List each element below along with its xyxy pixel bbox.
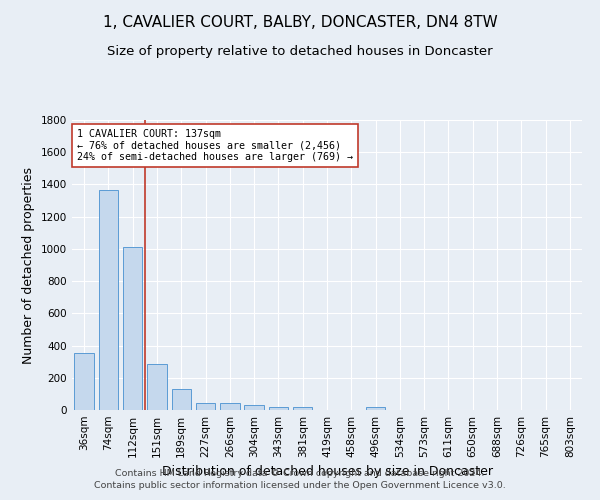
Bar [172, 389, 191, 410]
Text: 1, CAVALIER COURT, BALBY, DONCASTER, DN4 8TW: 1, CAVALIER COURT, BALBY, DONCASTER, DN4… [103, 15, 497, 30]
Bar [74, 353, 94, 410]
Bar [147, 364, 167, 410]
Bar [220, 403, 239, 410]
Bar [123, 248, 142, 410]
Bar [244, 405, 264, 410]
Bar [99, 190, 118, 410]
Text: Contains HM Land Registry data © Crown copyright and database right 2024.
Contai: Contains HM Land Registry data © Crown c… [94, 468, 506, 490]
Text: 1 CAVALIER COURT: 137sqm
← 76% of detached houses are smaller (2,456)
24% of sem: 1 CAVALIER COURT: 137sqm ← 76% of detach… [77, 128, 353, 162]
Text: Size of property relative to detached houses in Doncaster: Size of property relative to detached ho… [107, 45, 493, 58]
Bar [366, 407, 385, 410]
Bar [196, 403, 215, 410]
Y-axis label: Number of detached properties: Number of detached properties [22, 166, 35, 364]
Bar [269, 407, 288, 410]
X-axis label: Distribution of detached houses by size in Doncaster: Distribution of detached houses by size … [161, 466, 493, 478]
Bar [293, 407, 313, 410]
